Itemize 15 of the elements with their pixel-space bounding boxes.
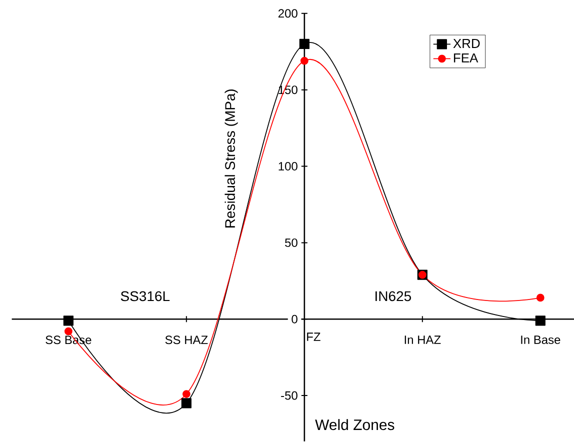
x-tick-label: In HAZ bbox=[404, 336, 441, 344]
annotation: SS316L bbox=[120, 291, 170, 302]
y-tick-label: 0 bbox=[292, 314, 298, 324]
annotation: IN625 bbox=[376, 291, 411, 302]
y-tick-label: 200 bbox=[278, 9, 298, 18]
x-tick-label: In Base bbox=[521, 336, 560, 344]
y-tick-label: 50 bbox=[285, 238, 298, 247]
y-tick-label: 100 bbox=[278, 162, 298, 170]
x-tick-label: FZ bbox=[307, 332, 320, 341]
x-axis-title: Weld Zones bbox=[315, 419, 394, 430]
y-axis-title: Residual Stress (MPa) bbox=[224, 89, 238, 228]
legend-label: XRD bbox=[453, 39, 480, 48]
y-tick-label: -50 bbox=[281, 391, 298, 400]
x-tick-label: SS HAZ bbox=[165, 336, 208, 344]
legend-label: FEA bbox=[454, 53, 478, 62]
